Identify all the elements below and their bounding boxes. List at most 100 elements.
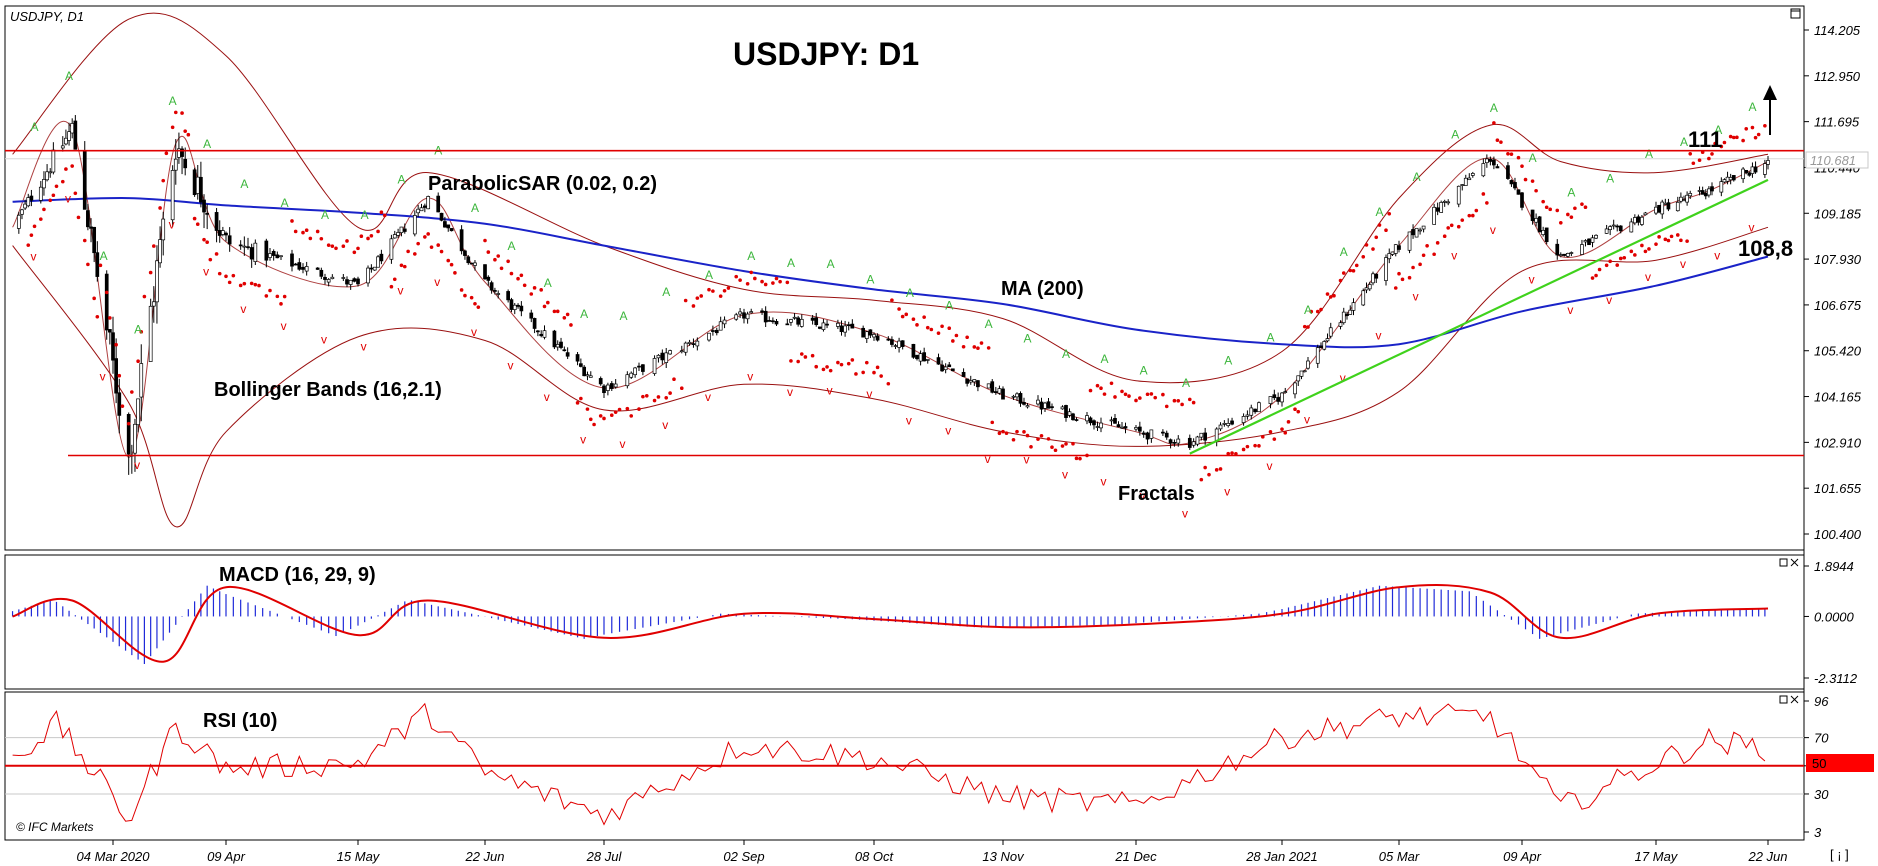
candle-body — [323, 276, 327, 280]
candle-body — [268, 253, 272, 258]
candle-body — [825, 323, 829, 326]
support-trendline — [1189, 178, 1769, 455]
sar-dot — [592, 422, 596, 427]
candle-body — [1245, 414, 1250, 417]
fractal-down-icon: v — [397, 283, 403, 297]
candle-body — [173, 158, 178, 171]
sar-dot — [1657, 235, 1661, 239]
sar-dot — [282, 294, 287, 299]
candle-body — [42, 179, 46, 189]
sar-dot — [1583, 205, 1588, 210]
candle-body — [1654, 206, 1658, 214]
candle-body — [796, 317, 801, 325]
macd-layer: 1.8944 0.0000 -2.3112 — [11, 559, 1858, 686]
sar-dot — [1134, 398, 1138, 403]
sar-dot — [1506, 151, 1510, 156]
candle-body — [606, 384, 610, 391]
sar-dot — [1187, 397, 1192, 402]
sar-dot — [579, 396, 583, 401]
macd-tick-label: -2.3112 — [1814, 671, 1858, 686]
candle-body — [1120, 426, 1124, 429]
sar-dot — [326, 243, 331, 247]
candle-body — [947, 364, 952, 368]
candle-body — [1039, 401, 1044, 410]
sar-dot — [242, 281, 247, 286]
candle-body — [348, 279, 353, 285]
sar-dot — [774, 276, 779, 281]
fractal-down-icon: v — [544, 390, 550, 404]
sar-dot — [609, 413, 614, 418]
sar-dot — [48, 198, 53, 203]
candle-body — [315, 267, 320, 270]
candle-body — [1280, 392, 1284, 403]
candle-body — [221, 230, 225, 235]
sar-dot — [449, 262, 454, 267]
fractal-down-icon: v — [1714, 249, 1720, 263]
candle-body — [293, 263, 298, 266]
candle-body — [117, 392, 122, 416]
sar-dot — [98, 263, 103, 268]
candle-body — [1164, 432, 1169, 438]
candle-body — [1218, 424, 1223, 430]
candle-body — [133, 423, 137, 454]
fractal-up-icon: A — [281, 196, 289, 210]
rsi-panel-buttons[interactable] — [1779, 695, 1799, 704]
candle-body — [936, 357, 941, 365]
fractal-up-icon: A — [1714, 123, 1722, 137]
candle-body — [290, 253, 294, 267]
sar-dot — [293, 229, 298, 234]
sar-dot — [1449, 223, 1454, 228]
candle-body — [151, 301, 156, 307]
candle-body — [199, 176, 203, 203]
level-label-1088: 108,8 — [1738, 236, 1793, 261]
maximize-main-icon[interactable] — [1790, 8, 1801, 19]
macd-panel-buttons[interactable] — [1779, 558, 1799, 567]
parabolic-sar-layer — [26, 110, 1767, 482]
candle-body — [379, 253, 384, 262]
sar-dot — [976, 346, 980, 351]
sar-dot — [656, 395, 661, 399]
sar-dot — [1435, 241, 1440, 245]
candle-body — [559, 341, 563, 348]
candle-body — [1283, 391, 1288, 393]
candle-body — [1272, 394, 1277, 399]
fractal-down-icon: v — [1413, 289, 1419, 303]
fractal-down-icon: v — [1140, 488, 1146, 502]
candle-body — [868, 329, 873, 336]
macd-tick-label: 1.8944 — [1814, 559, 1854, 574]
sar-dot — [1675, 233, 1680, 237]
date-tick-label: 09 Apr — [207, 849, 245, 864]
candle-body — [1050, 406, 1054, 409]
candle-body — [214, 212, 219, 231]
sar-dot — [979, 341, 984, 345]
candle-body — [104, 273, 109, 331]
sar-dot — [997, 431, 1002, 436]
sar-dot — [846, 361, 851, 366]
candle-body — [148, 305, 153, 362]
candle-body — [483, 264, 487, 280]
fractal-up-icon: A — [1101, 352, 1109, 366]
candle-body — [1249, 407, 1254, 416]
date-tick-label: 22 Jun — [464, 849, 504, 864]
candle-body — [1728, 177, 1733, 181]
candle-body — [1092, 420, 1096, 426]
candle-body — [555, 344, 560, 348]
macd-label: MACD (16, 29, 9) — [219, 564, 376, 586]
candle-body — [1011, 395, 1016, 398]
sar-dot — [1226, 451, 1231, 456]
sar-dot — [1149, 392, 1154, 396]
candle-body — [846, 324, 851, 327]
sar-dot — [711, 289, 715, 293]
fractal-up-icon: A — [1224, 353, 1232, 367]
price-tick-label: 114.205 — [1814, 23, 1861, 38]
sar-dot — [1544, 205, 1549, 210]
candle-body — [392, 234, 397, 239]
sar-dot — [136, 359, 140, 363]
sar-dot — [1750, 125, 1755, 130]
fractal-up-icon: A — [906, 286, 914, 300]
candle-body — [419, 207, 424, 212]
sar-dot — [954, 333, 959, 338]
candle-body — [1555, 243, 1560, 256]
candle-body — [1432, 206, 1436, 225]
sar-dot — [1161, 392, 1165, 397]
